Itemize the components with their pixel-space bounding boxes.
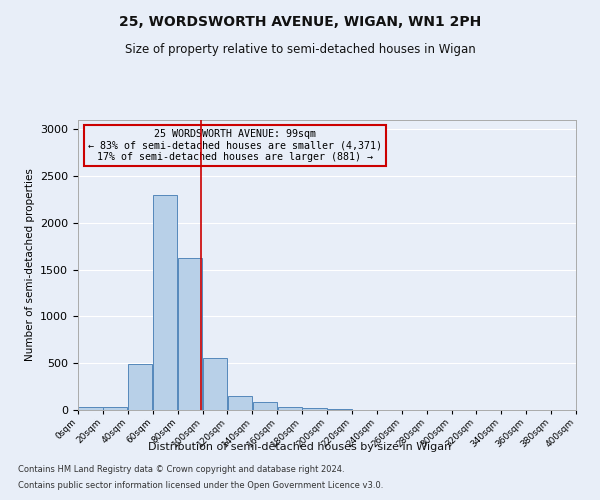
Text: 25 WORDSWORTH AVENUE: 99sqm
← 83% of semi-detached houses are smaller (4,371)
17: 25 WORDSWORTH AVENUE: 99sqm ← 83% of sem… bbox=[88, 128, 382, 162]
Y-axis label: Number of semi-detached properties: Number of semi-detached properties bbox=[25, 168, 35, 362]
Text: Size of property relative to semi-detached houses in Wigan: Size of property relative to semi-detach… bbox=[125, 42, 475, 56]
Bar bbox=[253, 402, 277, 410]
Text: Distribution of semi-detached houses by size in Wigan: Distribution of semi-detached houses by … bbox=[148, 442, 452, 452]
Text: Contains HM Land Registry data © Crown copyright and database right 2024.: Contains HM Land Registry data © Crown c… bbox=[18, 466, 344, 474]
Bar bbox=[228, 396, 252, 410]
Text: Contains public sector information licensed under the Open Government Licence v3: Contains public sector information licen… bbox=[18, 480, 383, 490]
Bar bbox=[278, 406, 302, 410]
Bar bbox=[178, 258, 202, 410]
Bar bbox=[79, 407, 103, 410]
Bar bbox=[203, 358, 227, 410]
Bar bbox=[153, 195, 177, 410]
Bar bbox=[328, 409, 352, 410]
Text: 25, WORDSWORTH AVENUE, WIGAN, WN1 2PH: 25, WORDSWORTH AVENUE, WIGAN, WN1 2PH bbox=[119, 15, 481, 29]
Bar bbox=[128, 364, 152, 410]
Bar bbox=[103, 407, 127, 410]
Bar bbox=[302, 408, 326, 410]
